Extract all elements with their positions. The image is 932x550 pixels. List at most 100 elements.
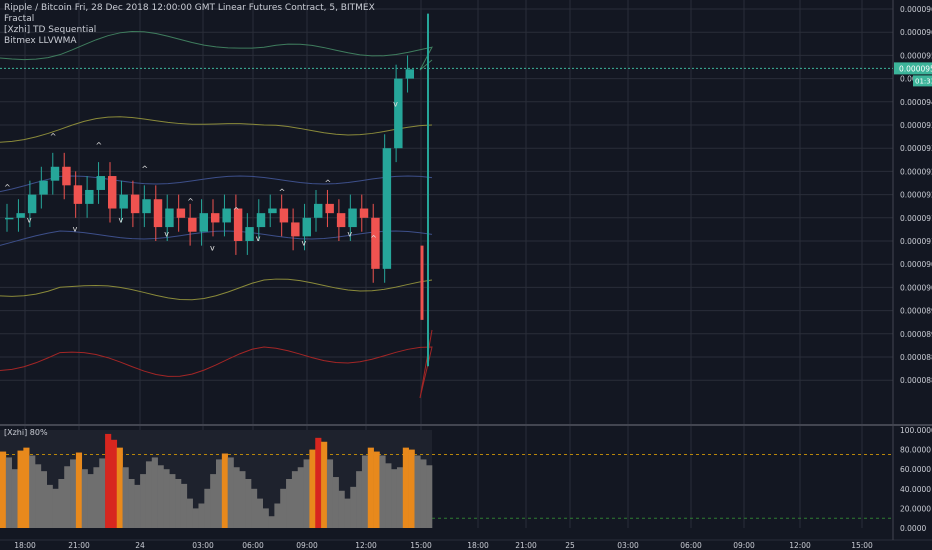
fractal-down-marker: v bbox=[73, 225, 78, 234]
osc-bar bbox=[157, 465, 164, 528]
osc-bar bbox=[251, 488, 258, 528]
osc-bar bbox=[210, 474, 217, 528]
price-tick-label: 0.00009000 bbox=[900, 283, 932, 292]
candle-body bbox=[405, 69, 414, 79]
time-tick-label: 09:00 bbox=[733, 541, 755, 550]
osc-bar bbox=[239, 471, 246, 528]
osc-bar bbox=[216, 459, 223, 528]
llvwma-bands bbox=[0, 31, 893, 399]
indicator-fractal[interactable]: Fractal bbox=[4, 14, 35, 24]
osc-tick-label: 0.0000 bbox=[900, 524, 926, 533]
time-tick-label: 18:00 bbox=[14, 541, 36, 550]
osc-bar bbox=[233, 467, 240, 528]
osc-bar bbox=[373, 451, 380, 528]
osc-bar bbox=[29, 455, 36, 528]
symbol-title[interactable]: Ripple / Bitcoin Fri, 28 Dec 2018 12:00:… bbox=[4, 3, 375, 13]
time-tick-label: 25 bbox=[565, 541, 575, 550]
osc-bar bbox=[180, 483, 188, 528]
indicator-llvwma[interactable]: Bitmex LLVWMA bbox=[4, 36, 77, 46]
candle-body bbox=[73, 185, 83, 204]
candle-body bbox=[108, 176, 117, 209]
osc-bar bbox=[52, 488, 59, 528]
osc-bar bbox=[402, 447, 409, 528]
fractal-up-marker: ^ bbox=[370, 234, 377, 243]
osc-bar bbox=[361, 455, 369, 528]
price-tick-label: 0.00008900 bbox=[900, 330, 932, 339]
fractal-down-marker: v bbox=[256, 234, 261, 243]
fractal-up-marker: ^ bbox=[233, 206, 240, 215]
osc-bar bbox=[420, 459, 427, 528]
last-price-label: 0.00009522 bbox=[899, 64, 932, 73]
oscillator-axis[interactable]: 100.0000 80.0000 60.0000 40.0000 20.0000 0.00… bbox=[900, 426, 932, 533]
osc-bar bbox=[315, 437, 322, 528]
osc-tick-label: 40.0000 bbox=[900, 485, 931, 494]
candle-body bbox=[336, 213, 346, 228]
osc-bar bbox=[204, 488, 211, 528]
candle-body bbox=[302, 217, 311, 237]
osc-bar bbox=[93, 467, 100, 528]
fractal-down-marker: v bbox=[118, 215, 123, 224]
osc-bar bbox=[350, 486, 357, 528]
time-tick-label: 24 bbox=[135, 541, 145, 550]
candle-body bbox=[176, 208, 186, 218]
candle-body bbox=[50, 166, 60, 181]
osc-bar bbox=[64, 466, 71, 528]
osc-bar bbox=[151, 457, 158, 528]
candle-body bbox=[199, 213, 208, 232]
time-tick-label: 09:00 bbox=[296, 541, 318, 550]
candles bbox=[5, 13, 429, 367]
osc-tick-label: 80.0000 bbox=[900, 446, 931, 455]
oscillator-panel bbox=[0, 430, 893, 528]
osc-bar bbox=[280, 488, 287, 528]
time-tick-label: 03:00 bbox=[617, 541, 639, 550]
osc-bar bbox=[297, 467, 304, 528]
osc-bar bbox=[175, 479, 182, 528]
osc-bar bbox=[58, 479, 65, 528]
fractal-down-marker: v bbox=[210, 243, 215, 252]
fractal-down-marker: v bbox=[347, 229, 352, 238]
fractal-up-marker: ^ bbox=[4, 183, 11, 192]
osc-bar bbox=[81, 469, 88, 528]
osc-bar bbox=[0, 451, 7, 528]
candle-body bbox=[142, 199, 151, 214]
chart-legend: Ripple / Bitcoin Fri, 28 Dec 2018 12:00:… bbox=[4, 3, 375, 47]
fractal-up-marker: ^ bbox=[324, 178, 331, 187]
band-mid-lower bbox=[0, 278, 433, 301]
candle-body bbox=[291, 222, 300, 237]
candle-body bbox=[268, 208, 277, 214]
osc-bar bbox=[198, 503, 205, 528]
osc-bar bbox=[291, 471, 299, 528]
price-tick-label: 0.00009150 bbox=[900, 214, 932, 223]
price-tick-label: 0.00009350 bbox=[900, 121, 932, 130]
fractal-down-marker: v bbox=[393, 99, 398, 108]
price-tick-label: 0.00009200 bbox=[900, 191, 932, 200]
osc-tick-label: 20.0000 bbox=[900, 504, 931, 513]
osc-bar bbox=[344, 498, 351, 528]
indicator-td-sequential[interactable]: [Xzhi] TD Sequential bbox=[4, 25, 97, 35]
osc-bar bbox=[268, 516, 275, 528]
fractal-down-marker: v bbox=[302, 239, 307, 248]
osc-bar bbox=[192, 508, 199, 528]
fractal-down-marker: v bbox=[164, 229, 169, 238]
osc-bar bbox=[163, 469, 170, 528]
osc-bar bbox=[332, 477, 339, 528]
osc-bar bbox=[186, 498, 193, 528]
candle-body bbox=[153, 199, 163, 228]
price-tick-label: 0.00009600 bbox=[900, 28, 932, 37]
candle-body bbox=[85, 189, 94, 204]
price-tick-label: 0.00008850 bbox=[900, 353, 932, 362]
time-tick-label: 18:00 bbox=[467, 541, 489, 550]
candle-body bbox=[314, 203, 323, 218]
osc-bar bbox=[286, 479, 293, 528]
time-axis[interactable]: 18:00 21:00 24 03:00 06:00 09:00 12:00 15:00 18:… bbox=[14, 541, 873, 550]
time-tick-label: 12:00 bbox=[789, 541, 811, 550]
price-axis[interactable]: 0.000096500.000096000.000095000.00009450… bbox=[894, 5, 932, 385]
candle-body bbox=[348, 208, 357, 228]
osc-bar bbox=[303, 459, 310, 528]
countdown-label: 01:33 bbox=[915, 77, 932, 85]
candle-body bbox=[394, 78, 403, 149]
osc-bar bbox=[46, 484, 53, 528]
oscillator-label[interactable]: [Xzhi] 80% bbox=[4, 428, 48, 437]
candle-body bbox=[130, 194, 140, 214]
